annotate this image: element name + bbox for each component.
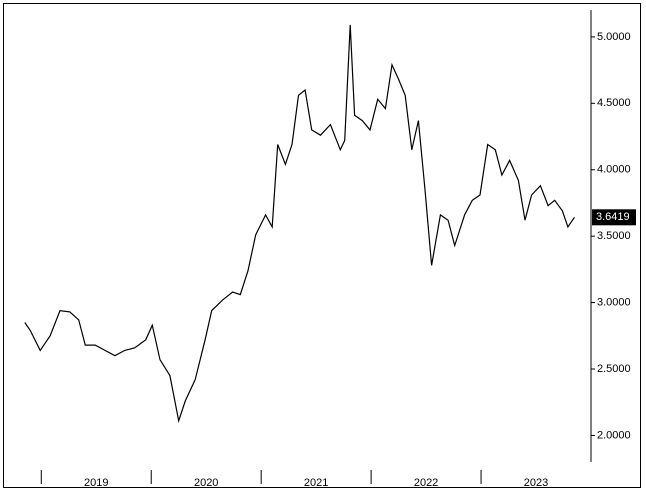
y-tick-label: 3.5000 [597, 230, 631, 242]
x-tick-label: 2020 [194, 477, 218, 489]
last-value-box [592, 209, 636, 226]
last-value-label: 3.6419 [596, 211, 630, 223]
y-tick-label: 4.5000 [597, 97, 631, 109]
x-tick-label: 2021 [304, 477, 328, 489]
price-line [24, 24, 575, 424]
x-tick-label: 2023 [524, 477, 548, 489]
y-tick-label: 2.0000 [597, 429, 631, 441]
y-tick-label: 4.0000 [597, 164, 631, 176]
y-tick-label: 2.5000 [597, 363, 631, 375]
x-tick-label: 2019 [84, 477, 108, 489]
frame [3, 3, 641, 488]
y-tick-label: 3.0000 [597, 296, 631, 308]
x-tick-label: 2022 [414, 477, 438, 489]
y-tick-label: 5.0000 [597, 31, 631, 43]
